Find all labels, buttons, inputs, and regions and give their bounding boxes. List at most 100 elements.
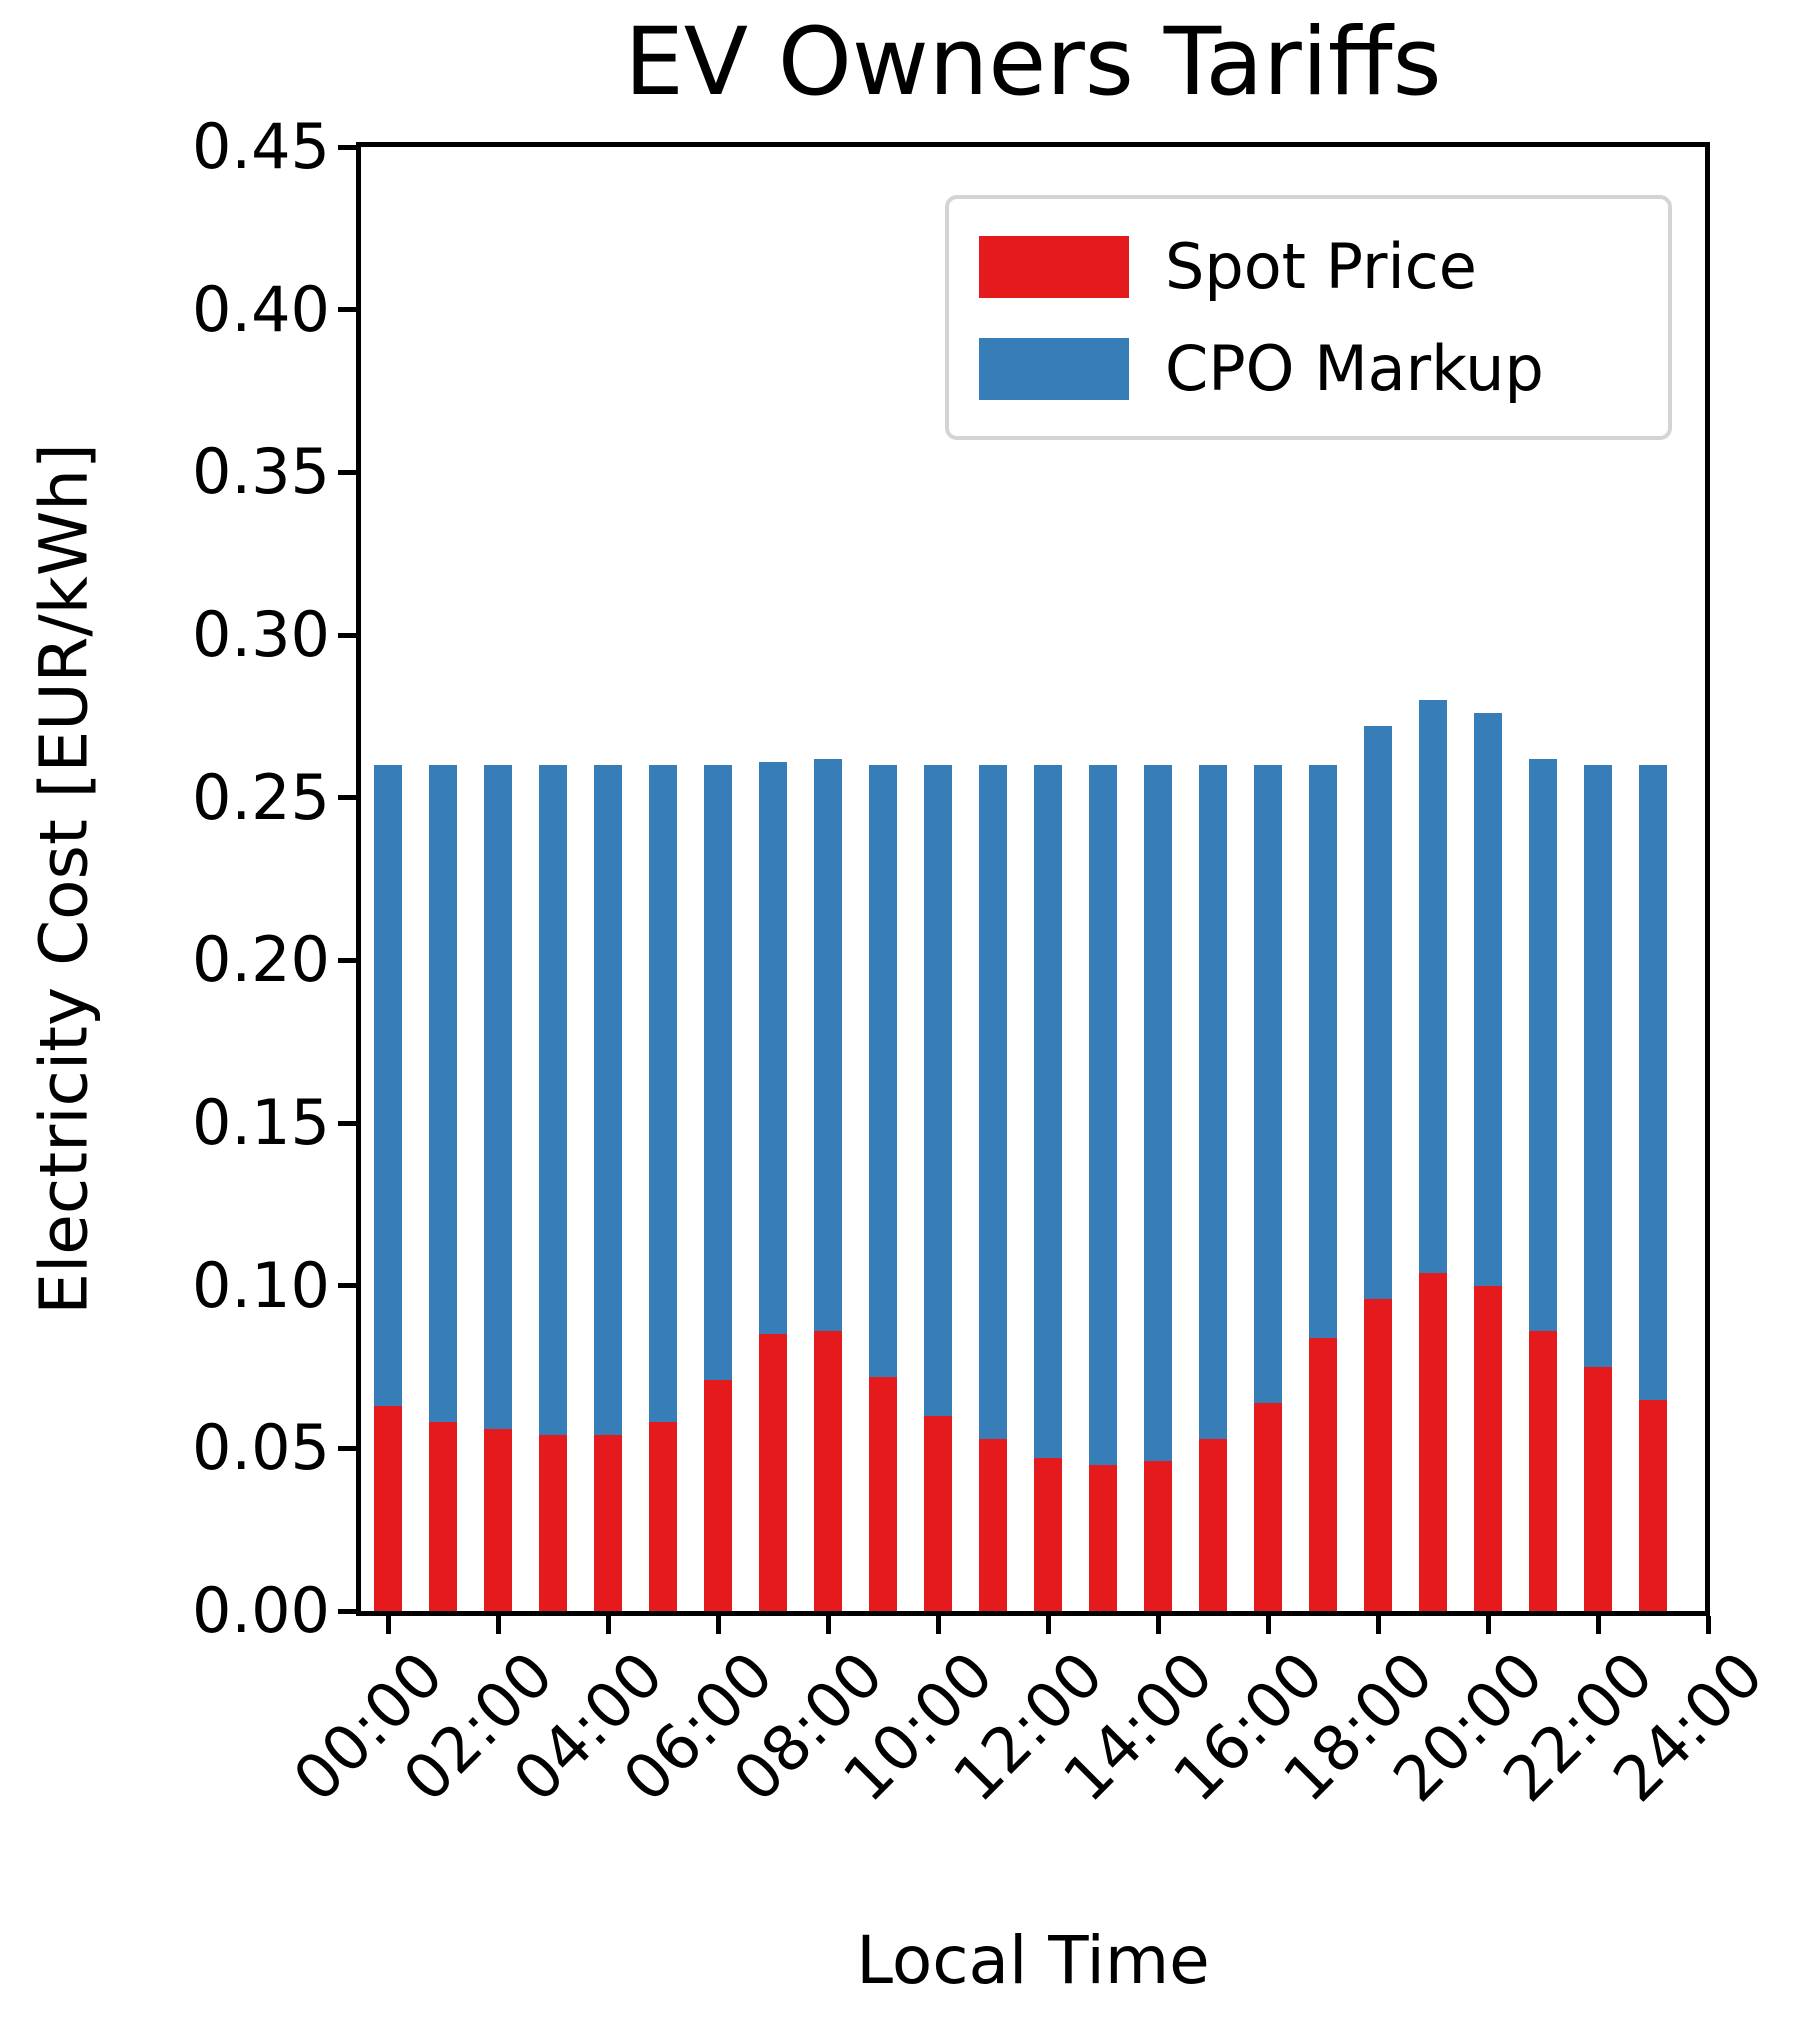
spot-price-segment — [649, 1422, 677, 1611]
cpo-markup-segment — [1364, 726, 1392, 1299]
stacked-bar-15:00 — [1199, 765, 1227, 1611]
spot-price-segment — [1364, 1298, 1392, 1611]
stacked-bar-18:00 — [1364, 726, 1392, 1611]
spot-price-segment — [1199, 1438, 1227, 1611]
x-tick-06:00 — [715, 1616, 721, 1634]
y-axis-label: Electricity Cost [EUR/kWh] — [25, 443, 103, 1315]
stacked-bar-19:00 — [1419, 700, 1447, 1611]
spot-price-segment — [1254, 1402, 1282, 1611]
stacked-bar-12:00 — [1034, 765, 1062, 1611]
legend: Spot Price CPO Markup — [945, 195, 1672, 440]
x-tick-00:00 — [385, 1616, 391, 1634]
x-tick-12:00 — [1045, 1616, 1051, 1634]
cpo-markup-segment — [539, 765, 567, 1436]
y-tick-0.10 — [338, 1283, 356, 1289]
spot-price-segment — [1144, 1461, 1172, 1611]
y-tick-0.25 — [338, 795, 356, 801]
y-tick-label: 0.35 — [191, 435, 330, 509]
spot-price-segment — [1639, 1399, 1667, 1611]
cpo-markup-segment — [1199, 765, 1227, 1439]
x-tick-18:00 — [1375, 1616, 1381, 1634]
stacked-bar-00:00 — [374, 765, 402, 1611]
spot-price-segment — [594, 1435, 622, 1611]
stacked-bar-20:00 — [1474, 713, 1502, 1611]
cpo-markup-segment — [924, 765, 952, 1416]
stacked-bar-22:00 — [1584, 765, 1612, 1611]
cpo-markup-segment — [1419, 700, 1447, 1273]
spot-price-segment — [924, 1415, 952, 1611]
x-tick-02:00 — [495, 1616, 501, 1634]
spot-price-segment — [484, 1428, 512, 1611]
stacked-bar-08:00 — [814, 758, 842, 1611]
spot-price-segment — [704, 1380, 732, 1611]
spot-price-segment — [539, 1435, 567, 1611]
cpo-markup-segment — [704, 765, 732, 1380]
y-tick-label: 0.05 — [191, 1411, 330, 1485]
y-tick-0.05 — [338, 1445, 356, 1451]
spot-price-swatch-icon — [979, 235, 1129, 298]
cpo-markup-segment — [869, 765, 897, 1377]
spot-price-segment — [1529, 1331, 1557, 1611]
cpo-markup-segment — [1254, 765, 1282, 1403]
cpo-markup-segment — [1144, 765, 1172, 1462]
y-tick-0.35 — [338, 469, 356, 475]
x-tick-10:00 — [935, 1616, 941, 1634]
cpo-markup-segment — [1639, 765, 1667, 1400]
stacked-bar-23:00 — [1639, 765, 1667, 1611]
stacked-bar-14:00 — [1144, 765, 1172, 1611]
y-tick-label: 0.00 — [191, 1574, 330, 1647]
stacked-bar-01:00 — [429, 765, 457, 1611]
stacked-bar-04:00 — [594, 765, 622, 1611]
y-tick-label: 0.30 — [191, 598, 330, 671]
x-tick-08:00 — [825, 1616, 831, 1634]
cpo-markup-segment — [1584, 765, 1612, 1367]
cpo-markup-segment — [1089, 765, 1117, 1465]
spot-price-segment — [1034, 1458, 1062, 1611]
spot-price-segment — [1089, 1464, 1117, 1611]
y-tick-label: 0.25 — [191, 760, 330, 834]
chart-title: EV Owners Tariffs — [624, 8, 1442, 117]
stacked-bar-13:00 — [1089, 765, 1117, 1611]
stacked-bar-09:00 — [869, 765, 897, 1611]
stacked-bar-02:00 — [484, 765, 512, 1611]
y-tick-label: 0.20 — [191, 923, 330, 997]
legend-row-cpo-markup: CPO Markup — [979, 331, 1668, 405]
stacked-bar-05:00 — [649, 765, 677, 1611]
cpo-markup-segment — [1309, 765, 1337, 1338]
stacked-bar-21:00 — [1529, 758, 1557, 1611]
y-tick-0.45 — [338, 144, 356, 150]
cpo-markup-segment — [1529, 758, 1557, 1332]
y-tick-label: 0.40 — [191, 272, 330, 346]
cpo-markup-segment — [649, 765, 677, 1423]
cpo-markup-segment — [1474, 713, 1502, 1286]
spot-price-segment — [1309, 1337, 1337, 1611]
x-tick-20:00 — [1485, 1616, 1491, 1634]
spot-price-segment — [429, 1422, 457, 1611]
spot-price-segment — [814, 1331, 842, 1611]
y-tick-0.30 — [338, 632, 356, 638]
legend-label-spot-price: Spot Price — [1165, 229, 1477, 303]
spot-price-segment — [1584, 1366, 1612, 1611]
stacked-bar-06:00 — [704, 765, 732, 1611]
stacked-bar-17:00 — [1309, 765, 1337, 1611]
x-axis-label: Local Time — [856, 1922, 1210, 1999]
cpo-markup-segment — [759, 761, 787, 1335]
cpo-markup-swatch-icon — [979, 337, 1129, 400]
cpo-markup-segment — [1034, 765, 1062, 1459]
stacked-bar-03:00 — [539, 765, 567, 1611]
y-tick-label: 0.15 — [191, 1086, 330, 1159]
x-tick-14:00 — [1155, 1616, 1161, 1634]
stacked-bar-07:00 — [759, 761, 787, 1611]
stacked-bar-10:00 — [924, 765, 952, 1611]
y-tick-0.15 — [338, 1120, 356, 1126]
spot-price-segment — [869, 1376, 897, 1611]
y-tick-label: 0.10 — [191, 1248, 330, 1322]
cpo-markup-segment — [594, 765, 622, 1436]
cpo-markup-segment — [429, 765, 457, 1423]
legend-row-spot-price: Spot Price — [979, 229, 1668, 303]
stacked-bar-16:00 — [1254, 765, 1282, 1611]
spot-price-segment — [1419, 1272, 1447, 1611]
legend-label-cpo-markup: CPO Markup — [1165, 331, 1544, 405]
y-tick-0.00 — [338, 1608, 356, 1614]
y-tick-label: 0.45 — [191, 110, 330, 183]
